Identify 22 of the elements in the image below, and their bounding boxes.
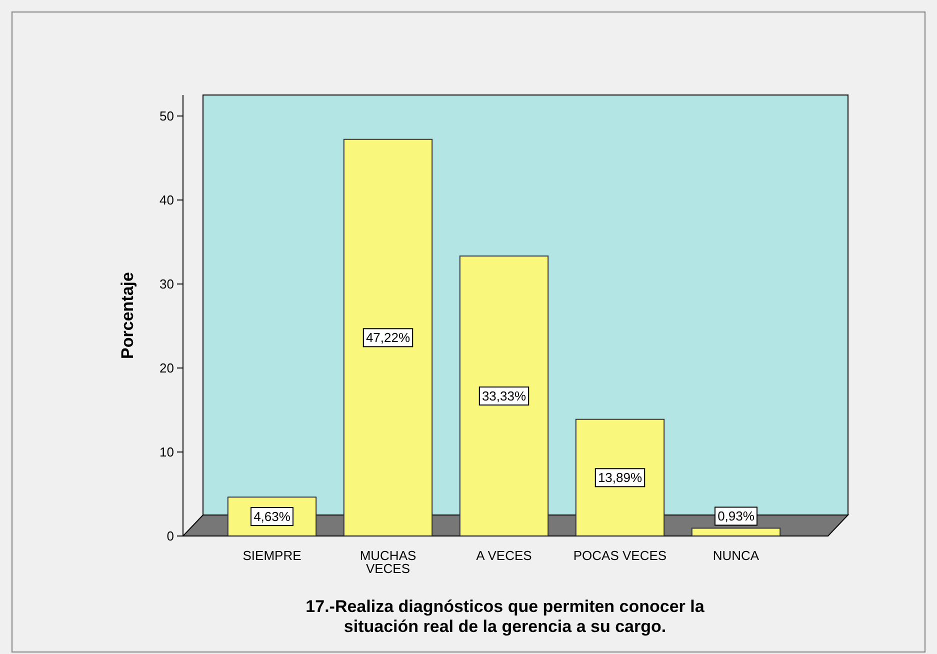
y-tick-label: 50: [160, 108, 174, 124]
x-tick-label: MUCHAS VECES: [360, 548, 416, 576]
y-tick-label: 30: [160, 276, 174, 292]
y-tick-label: 40: [160, 192, 174, 208]
y-tick-label: 10: [160, 444, 174, 460]
x-axis-title: 17.-Realiza diagnósticos que permiten conocer la situación real de la gerencia a su cargo.: [306, 597, 705, 636]
x-tick-label: SIEMPRE: [242, 548, 302, 563]
data-label: 0,93%: [718, 508, 755, 524]
bar: [459, 256, 549, 536]
data-label: 13,89%: [598, 470, 642, 486]
data-label: 47,22%: [366, 330, 410, 346]
bar: [691, 528, 781, 536]
y-tick-label: 20: [160, 360, 174, 376]
x-tick-label: NUNCA: [712, 548, 760, 563]
data-label: 4,63%: [254, 509, 291, 524]
bar: [343, 138, 433, 536]
y-tick-label: 0: [166, 528, 174, 544]
bar: [575, 418, 665, 536]
x-tick-label: A VECES: [476, 548, 532, 563]
data-label: 33,33%: [482, 388, 526, 404]
y-axis-title: Porcentaje: [118, 272, 137, 359]
x-tick-label: POCAS VECES: [573, 548, 667, 563]
